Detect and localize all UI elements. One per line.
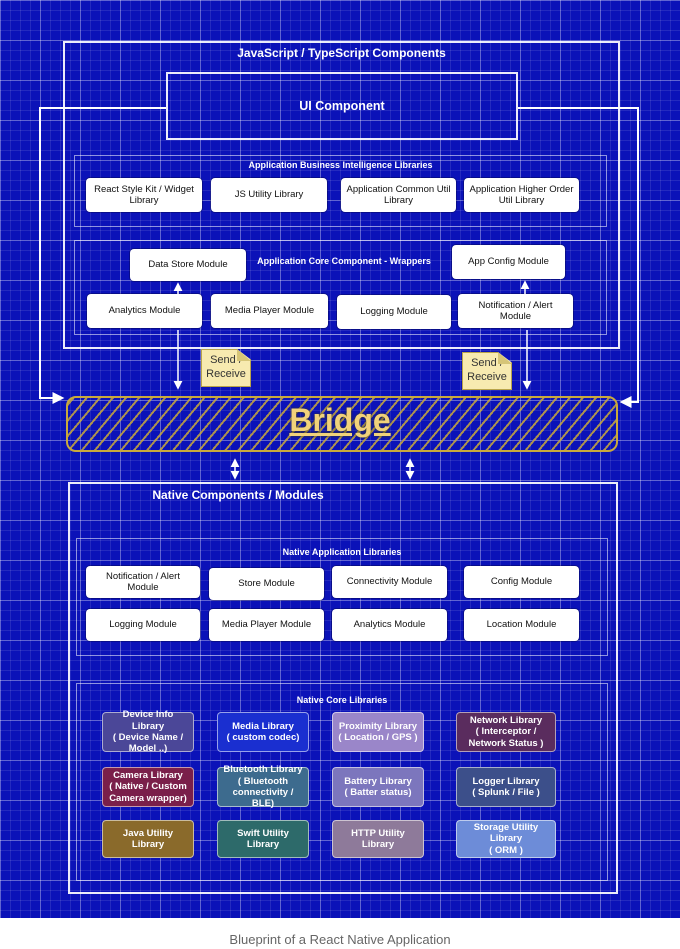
- core-wrappers-title: Application Core Component - Wrappers: [257, 256, 431, 266]
- send-receive-note: Send / Receive: [201, 349, 251, 387]
- left-connector: [39, 107, 166, 404]
- core-module-item: Media Player Module: [211, 294, 328, 328]
- native-app-module: Media Player Module: [209, 609, 324, 641]
- native-section: [68, 482, 618, 894]
- js-ts-section: [63, 41, 620, 349]
- native-core-library-item: Battery Library ( Batter status): [332, 767, 424, 807]
- core-module-item: Notification / Alert Module: [458, 294, 573, 328]
- native-app-module: Store Module: [209, 568, 324, 600]
- js-ts-section-title: JavaScript / TypeScript Components: [237, 46, 446, 60]
- diagram-canvas: JavaScript / TypeScript Components UI Co…: [0, 0, 680, 918]
- native-core-library-item: Storage Utility Library ( ORM ): [456, 820, 556, 858]
- native-core-library-item: HTTP Utility Library: [332, 820, 424, 858]
- native-core-library-item: Media Library ( custom codec): [217, 712, 309, 752]
- bridge-label: Bridge: [289, 402, 391, 438]
- app-config-module: App Config Module: [452, 245, 565, 279]
- native-core-libraries-group: [76, 683, 608, 881]
- bi-library-item: React Style Kit / Widget Library: [86, 178, 202, 212]
- data-store-module: Data Store Module: [130, 249, 246, 281]
- right-connector: [518, 107, 639, 408]
- native-app-module: Connectivity Module: [332, 566, 447, 598]
- ui-component-label: UI Component: [299, 99, 385, 113]
- native-app-module: Config Module: [464, 566, 579, 598]
- native-app-libraries-title: Native Application Libraries: [282, 547, 402, 557]
- native-app-module: Analytics Module: [332, 609, 447, 641]
- native-section-title: Native Components / Modules: [152, 488, 324, 502]
- bi-library-item: JS Utility Library: [211, 178, 327, 212]
- bi-libraries-title: Application Business Intelligence Librar…: [248, 160, 433, 170]
- native-core-libraries-title: Native Core Libraries: [296, 695, 388, 705]
- native-app-module: Notification / Alert Module: [86, 566, 200, 598]
- ui-component-box: [166, 72, 518, 140]
- native-core-library-item: Java Utility Library: [102, 820, 194, 858]
- native-core-library-item: Device Info Library ( Device Name / Mode…: [102, 709, 194, 754]
- native-core-library-item: Bluetooth Library ( Bluetooth connectivi…: [217, 764, 309, 809]
- native-app-libraries-group: [76, 538, 608, 656]
- native-core-library-item: Swift Utility Library: [217, 820, 309, 858]
- native-core-library-item: Proximity Library ( Location / GPS ): [332, 712, 424, 752]
- core-module-item: Logging Module: [337, 295, 451, 329]
- figure-caption: Blueprint of a React Native Application: [229, 932, 451, 947]
- native-core-library-item: Network Library ( Interceptor / Network …: [456, 712, 556, 752]
- native-core-library-item: Camera Library ( Native / Custom Camera …: [102, 767, 194, 807]
- bridge-band: [66, 396, 618, 452]
- core-module-item: Analytics Module: [87, 294, 202, 328]
- connector-layer: [39, 107, 639, 480]
- bi-library-item: Application Common Util Library: [341, 178, 456, 212]
- bi-libraries-group: [74, 155, 607, 227]
- native-app-module: Location Module: [464, 609, 579, 641]
- native-core-library-item: Logger Library ( Splunk / File ): [456, 767, 556, 807]
- bi-library-item: Application Higher Order Util Library: [464, 178, 579, 212]
- native-app-module: Logging Module: [86, 609, 200, 641]
- core-wrappers-group: [74, 240, 607, 335]
